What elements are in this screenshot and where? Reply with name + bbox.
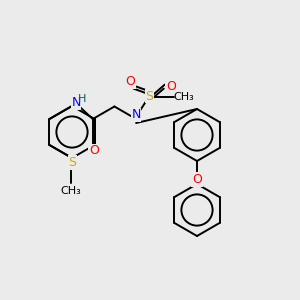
- Text: H: H: [78, 94, 86, 104]
- Text: O: O: [89, 145, 99, 158]
- Text: O: O: [166, 80, 176, 93]
- Text: S: S: [146, 90, 154, 103]
- Text: N: N: [131, 109, 141, 122]
- Text: CH₃: CH₃: [61, 185, 82, 196]
- Text: O: O: [192, 173, 202, 186]
- Text: N: N: [71, 96, 81, 109]
- Text: S: S: [68, 156, 76, 169]
- Text: CH₃: CH₃: [173, 92, 194, 102]
- Text: O: O: [125, 75, 135, 88]
